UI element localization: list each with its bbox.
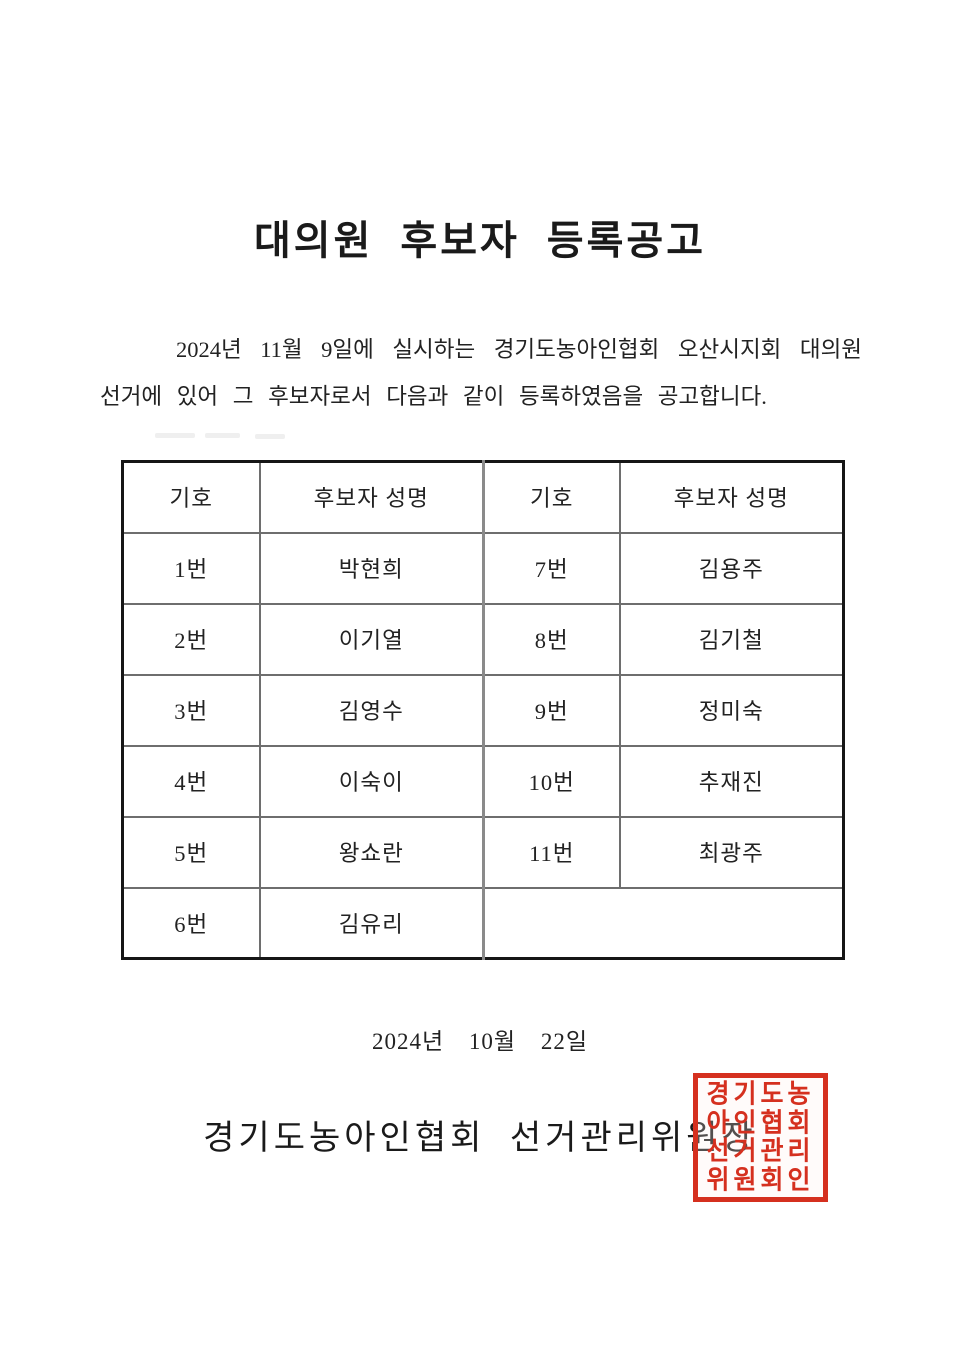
header-symbol-right: 기호 [482, 460, 621, 534]
cell-name: 왕쇼란 [258, 815, 485, 889]
cell-name: 추재진 [618, 744, 845, 818]
official-seal-stamp: 경기도농 아인협회 선거관리 위원회인 [693, 1073, 828, 1202]
header-symbol-left: 기호 [121, 460, 261, 534]
cell-number: 6번 [121, 886, 261, 960]
cell-number: 9번 [482, 673, 621, 747]
cell-name: 박현희 [258, 531, 485, 605]
header-name-left: 후보자 성명 [258, 460, 485, 534]
cell-name: 김용주 [618, 531, 845, 605]
scan-smudge [205, 433, 240, 438]
cell-name: 이기열 [258, 602, 485, 676]
cell-number: 10번 [482, 744, 621, 818]
seal-row: 선거관리 [706, 1137, 815, 1167]
date-line: 2024년 10월 22일 [372, 1029, 588, 1054]
body-line-1: 2024년 11월 9일에 실시하는 경기도농아인협회 오산시지회 대의원 [176, 337, 862, 362]
seal-row: 경기도농 [706, 1080, 815, 1109]
cell-number: 11번 [482, 815, 621, 889]
cell-name: 정미숙 [618, 673, 845, 747]
header-name-right: 후보자 성명 [618, 460, 845, 534]
cell-number: 8번 [482, 602, 621, 676]
table-row: 3번 김영수 9번 정미숙 [121, 673, 845, 747]
cell-name: 이숙이 [258, 744, 485, 818]
cell-name: 최광주 [618, 815, 845, 889]
scan-smudge [255, 434, 285, 439]
cell-number: 3번 [121, 673, 261, 747]
seal-row: 아인협회 [706, 1108, 815, 1138]
candidates-table: 기호 후보자 성명 기호 후보자 성명 1번 박현희 7번 김용주 2번 이기열… [121, 460, 845, 960]
table-row: 4번 이숙이 10번 추재진 [121, 744, 845, 818]
cell-number: 2번 [121, 602, 261, 676]
cell-empty [482, 886, 845, 960]
body-paragraph: 2024년 11월 9일에 실시하는 경기도농아인협회 오산시지회 대의원 선거… [100, 326, 862, 420]
scan-smudge [155, 433, 195, 438]
table-row: 2번 이기열 8번 김기철 [121, 602, 845, 676]
signature-line: 경기도농아인협회 선거관리위원장 [203, 1120, 757, 1157]
cell-number: 1번 [121, 531, 261, 605]
table-row: 5번 왕쇼란 11번 최광주 [121, 815, 845, 889]
table-row: 6번 김유리 [121, 886, 845, 960]
cell-number: 7번 [482, 531, 621, 605]
cell-name: 김기철 [618, 602, 845, 676]
cell-number: 5번 [121, 815, 261, 889]
cell-number: 4번 [121, 744, 261, 818]
table-header-row: 기호 후보자 성명 기호 후보자 성명 [121, 460, 845, 534]
cell-name: 김유리 [258, 886, 485, 960]
seal-row: 위원회인 [706, 1166, 815, 1195]
table-row: 1번 박현희 7번 김용주 [121, 531, 845, 605]
body-line-2: 선거에 있어 그 후보자로서 다음과 같이 등록하였음을 공고합니다. [100, 384, 767, 409]
document-title: 대의원 후보자 등록공고 [254, 218, 706, 263]
cell-name: 김영수 [258, 673, 485, 747]
